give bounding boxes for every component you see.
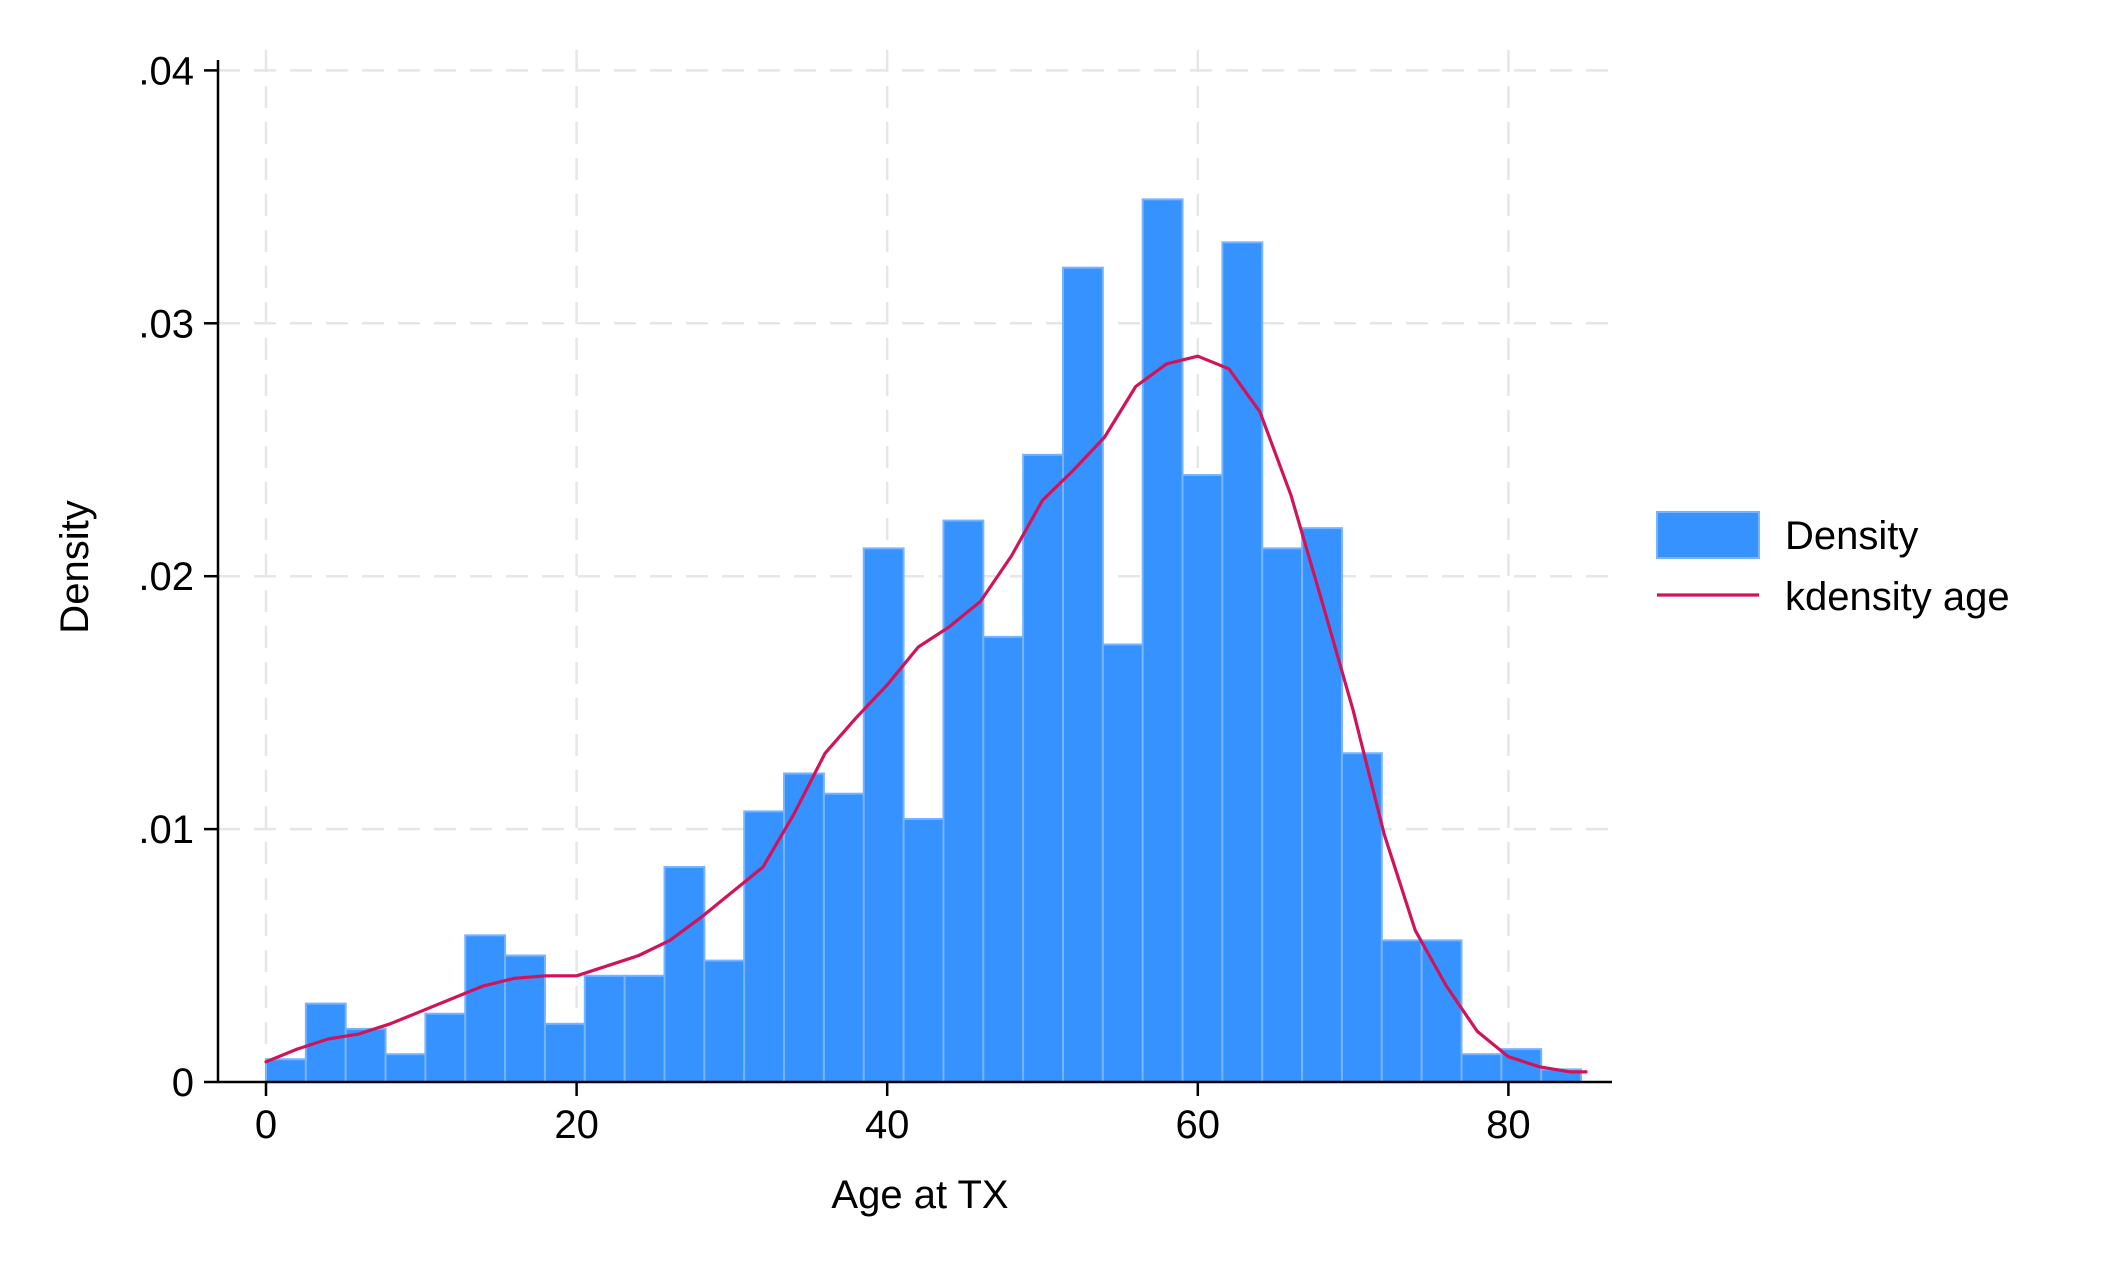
legend-label-density: Density — [1785, 514, 1918, 558]
histogram-bar — [1460, 1053, 1503, 1084]
histogram-bar — [384, 1053, 427, 1084]
histogram-bars — [265, 198, 1583, 1084]
histogram-bar — [1061, 266, 1104, 1083]
histogram-bar — [703, 959, 746, 1083]
kde-curve — [264, 354, 1588, 1074]
histogram-bar — [1141, 198, 1184, 1083]
legend-label-kdensity: kdensity age — [1785, 575, 2010, 619]
histogram-bar — [583, 974, 626, 1083]
histogram-bar — [1022, 453, 1064, 1084]
y-tick-label: .04 — [138, 49, 194, 93]
x-tick-label: 80 — [1486, 1103, 1531, 1147]
histogram-bar — [1101, 643, 1144, 1083]
histogram-bar — [504, 954, 546, 1083]
legend: Density kdensity age — [1656, 511, 2010, 619]
y-tick-label: 0 — [172, 1061, 194, 1105]
y-axis-title: Density — [53, 500, 97, 633]
histogram-bar — [424, 1012, 467, 1083]
tick-labels: 0 .01 .02 .03 .04 0 20 40 60 80 — [138, 49, 1530, 1147]
histogram-bar — [265, 1058, 307, 1084]
histogram-bar — [1380, 939, 1423, 1083]
histogram-bar — [1420, 939, 1463, 1083]
histogram-bar — [1181, 474, 1224, 1084]
x-tick-label: 20 — [554, 1103, 599, 1147]
histogram-bar — [344, 1027, 387, 1083]
histogram-bar — [1261, 547, 1304, 1083]
histogram-bar — [902, 817, 945, 1083]
x-tick-label: 40 — [865, 1103, 910, 1147]
axes — [204, 60, 1612, 1096]
histogram-bar — [543, 1022, 586, 1084]
kde-line — [264, 354, 1588, 1074]
y-tick-label: .02 — [138, 555, 194, 599]
y-tick-label: .01 — [138, 808, 194, 852]
histogram-bar — [623, 974, 666, 1083]
histogram-bar — [1340, 752, 1383, 1083]
histogram-bar — [464, 934, 507, 1083]
histogram-bar — [822, 792, 865, 1083]
x-axis-title: Age at TX — [831, 1173, 1008, 1217]
x-tick-label: 0 — [255, 1103, 277, 1147]
legend-swatch-density — [1656, 511, 1760, 559]
histogram-bar — [663, 866, 706, 1083]
histogram-bar — [982, 635, 1025, 1083]
y-tick-label: .03 — [138, 302, 194, 346]
histogram-bar — [1301, 527, 1343, 1083]
histogram-bar — [862, 547, 905, 1083]
x-tick-label: 60 — [1176, 1103, 1221, 1147]
histogram-bar — [743, 810, 786, 1083]
